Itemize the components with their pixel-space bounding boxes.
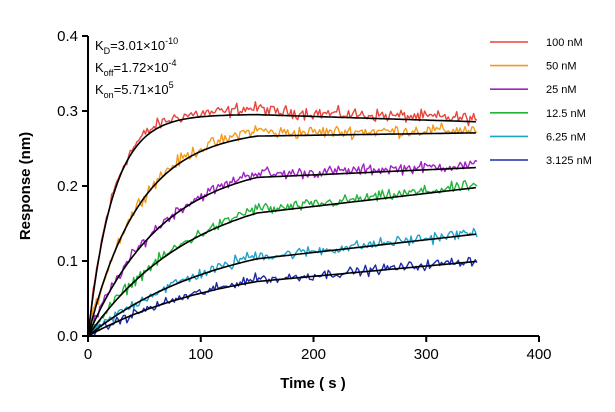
y-tick-label: 0.0 bbox=[57, 328, 78, 345]
x-tick-label: 200 bbox=[301, 346, 326, 363]
y-axis-title: Response (nm) bbox=[17, 132, 34, 240]
x-axis-title: Time ( s ) bbox=[280, 375, 346, 392]
series-trace bbox=[87, 256, 478, 337]
legend-label: 6.25 nM bbox=[546, 131, 586, 143]
fit-curves bbox=[87, 113, 477, 337]
legend-label: 25 nM bbox=[546, 84, 577, 96]
legend-label: 100 nM bbox=[546, 37, 583, 49]
y-tick-label: 0.4 bbox=[57, 28, 78, 45]
kinetic-constant: KD=3.01×10-10 bbox=[95, 36, 178, 56]
fit-curve bbox=[87, 186, 477, 337]
kinetic-constant: Koff=1.72×10-4 bbox=[95, 58, 176, 78]
x-tick-label: 300 bbox=[414, 346, 439, 363]
series-trace bbox=[87, 122, 478, 337]
series-trace bbox=[87, 159, 478, 337]
x-tick-label: 400 bbox=[526, 346, 551, 363]
y-tick-label: 0.3 bbox=[57, 103, 78, 120]
y-tick-label: 0.2 bbox=[57, 178, 78, 195]
fit-curve bbox=[87, 233, 476, 337]
x-tick-label: 100 bbox=[188, 346, 213, 363]
y-tick-label: 0.1 bbox=[57, 253, 78, 270]
fit-curve bbox=[87, 260, 476, 337]
x-tick-label: 0 bbox=[84, 346, 92, 363]
legend-label: 3.125 nM bbox=[546, 155, 592, 167]
fit-curve bbox=[87, 132, 476, 337]
legend-label: 12.5 nM bbox=[546, 108, 586, 120]
legend-label: 50 nM bbox=[546, 61, 577, 73]
fit-curve bbox=[87, 166, 476, 337]
series-trace bbox=[87, 180, 478, 337]
kinetic-constant: Kon=5.71×105 bbox=[95, 80, 174, 100]
ticks: 0 100 200 300 400 0.0 0.1 0.2 0.3 0.4 bbox=[57, 28, 551, 363]
fit-curve bbox=[87, 113, 476, 337]
legend: 100 nM 50 nM 25 nM 12.5 nM 6.25 nM 3.125 nM bbox=[490, 37, 592, 167]
